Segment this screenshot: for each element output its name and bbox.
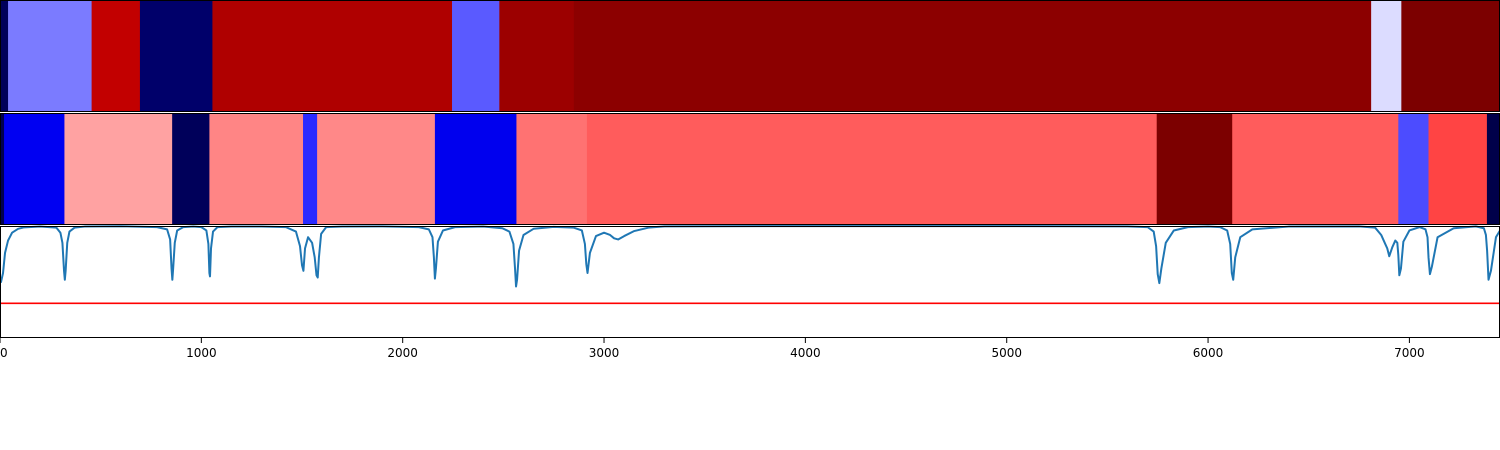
x-tick-label-1: 1000 — [186, 346, 217, 360]
heatmap-cell-5 — [303, 113, 318, 225]
heatmap-cell-5 — [452, 0, 500, 112]
middle-heatmap-strip — [0, 113, 1500, 225]
heatmap-cell-6 — [499, 0, 575, 112]
x-tick-label-4: 4000 — [790, 346, 821, 360]
heatmap-cell-14 — [1486, 113, 1500, 225]
heatmap-cell-7 — [573, 0, 1372, 112]
heatmap-cell-4 — [212, 0, 453, 112]
heatmap-cell-9 — [1401, 0, 1500, 112]
heatmap-cell-7 — [434, 113, 518, 225]
x-tick-label-5: 5000 — [991, 346, 1022, 360]
x-tick-label-2: 2000 — [387, 346, 418, 360]
heatmap-cell-3 — [139, 0, 214, 112]
heatmap-cell-2 — [91, 0, 141, 112]
heatmap-cell-12 — [1398, 113, 1430, 225]
heatmap-cell-1 — [4, 113, 66, 225]
heatmap-cell-4 — [209, 113, 304, 225]
heatmap-cell-10 — [1156, 113, 1233, 225]
heatmap-cell-9 — [586, 113, 1158, 225]
heatmap-cell-11 — [1232, 113, 1399, 225]
top-heatmap-strip — [0, 0, 1500, 112]
heatmap-cell-6 — [317, 113, 436, 225]
x-tick-label-7: 7000 — [1394, 346, 1425, 360]
heatmap-cell-2 — [64, 113, 173, 225]
heatmap-cell-8 — [516, 113, 588, 225]
heatmap-cell-8 — [1371, 0, 1402, 112]
signal-series-line — [0, 225, 1500, 288]
heatmap-cell-0 — [0, 0, 9, 112]
x-tick-label-6: 6000 — [1193, 346, 1224, 360]
x-tick-label-0: 0 — [0, 346, 8, 360]
heatmap-cell-0 — [0, 113, 5, 225]
heatmap-cell-1 — [8, 0, 93, 112]
x-tick-label-3: 3000 — [589, 346, 620, 360]
line-plot-panel — [0, 225, 1500, 305]
heatmap-cell-13 — [1428, 113, 1488, 225]
heatmap-cell-3 — [172, 113, 210, 225]
x-axis: 0 1000 2000 3000 4000 5000 6000 7000 — [0, 338, 1425, 360]
